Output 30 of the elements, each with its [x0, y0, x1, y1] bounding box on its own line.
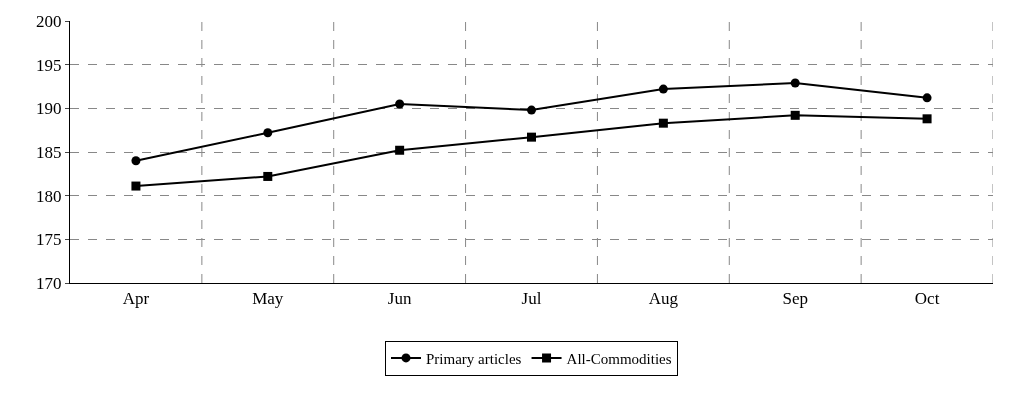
point	[922, 93, 932, 103]
y-tick-label: 190	[36, 99, 62, 119]
x-tick-label: Jul	[521, 289, 542, 309]
x-tick-label: May	[252, 289, 284, 309]
x-tick-label: Sep	[782, 289, 808, 309]
point	[395, 99, 405, 109]
point	[263, 171, 273, 181]
y-tick-label: 195	[36, 55, 62, 75]
point	[790, 78, 800, 88]
point	[131, 181, 141, 191]
x-tick-label: Jun	[387, 289, 412, 309]
x-tick-label: Apr	[122, 289, 150, 309]
point	[922, 114, 932, 124]
y-tick-label: 170	[36, 273, 62, 293]
point	[527, 105, 536, 115]
y-tick-label: 180	[36, 186, 62, 206]
point	[658, 118, 668, 128]
y-tick-label: 175	[36, 230, 62, 250]
point	[131, 156, 141, 166]
point	[658, 84, 668, 94]
x-tick-label: Oct	[914, 289, 940, 309]
point	[790, 110, 800, 120]
point	[527, 132, 536, 142]
legend-label: All-Commodities	[566, 350, 672, 367]
y-tick-label: 185	[36, 142, 62, 162]
y-tick-label: 200	[36, 11, 62, 31]
x-tick-label: Aug	[648, 289, 679, 309]
point	[395, 145, 405, 155]
point	[263, 128, 273, 138]
legend-label: Primary articles	[426, 350, 522, 367]
